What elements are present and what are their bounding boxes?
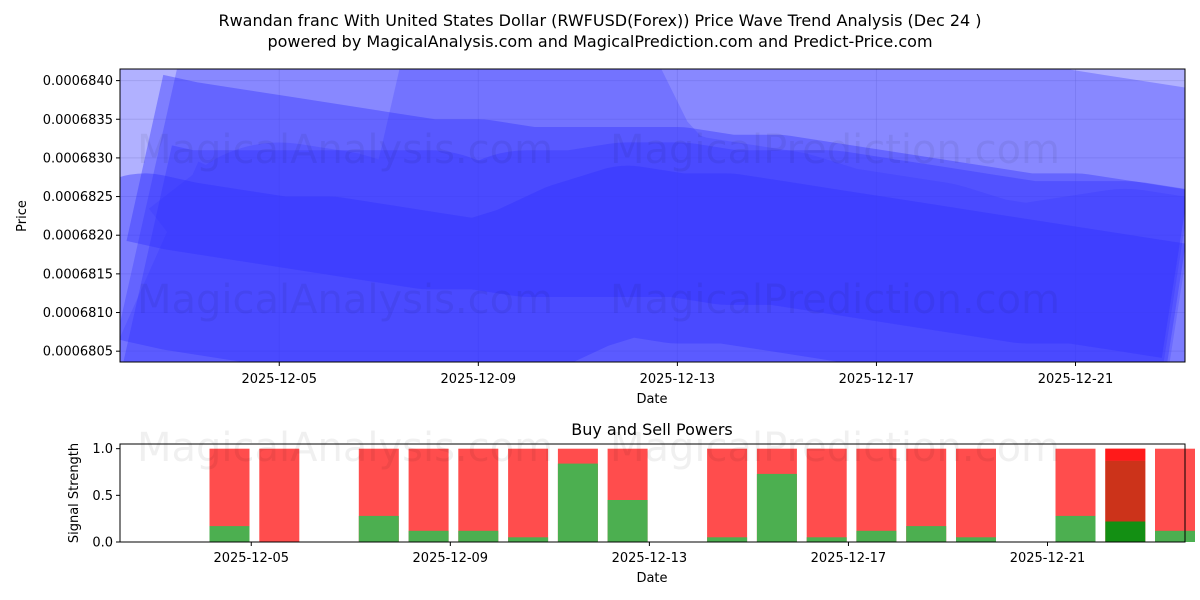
- signal-y-tick-label: 0.0: [92, 536, 113, 551]
- price-y-tick-label: 0.0006835: [43, 113, 113, 128]
- sell-power-bar: [408, 448, 449, 542]
- price-y-tick-label: 0.0006825: [43, 190, 113, 205]
- signal-y-tick-label: 0.5: [92, 489, 113, 504]
- price-wave-bands: [120, 69, 1185, 362]
- price-y-label: Price: [15, 200, 30, 232]
- watermark-analysis-top-lower: MagicalAnalysis.com: [137, 277, 553, 323]
- signal-x-tick-label: 2025-12-05: [213, 551, 289, 566]
- price-y-tick-label: 0.0006810: [43, 306, 113, 321]
- price-y-tick-label: 0.0006815: [43, 267, 113, 282]
- buy-power-bar: [607, 500, 648, 542]
- price-wave-band: [120, 69, 1185, 362]
- price-plot-frame: [119, 68, 1186, 363]
- price-wave-band: [120, 165, 1185, 362]
- signal-chart-title: Buy and Sell Powers: [571, 420, 733, 439]
- price-x-tick-label: 2025-12-13: [640, 372, 716, 387]
- signal-chart: Buy and Sell Powers MagicalAnalysis.com …: [67, 420, 1195, 586]
- watermark-prediction-top-lower: MagicalPrediction.com: [610, 277, 1060, 323]
- price-y-tick-label: 0.0006830: [43, 151, 113, 166]
- sell-power-bar: [856, 448, 897, 542]
- sell-power-bar: [508, 448, 549, 542]
- buy-power-bar: [1055, 515, 1096, 542]
- chart-title-line2: powered by MagicalAnalysis.com and Magic…: [267, 32, 932, 51]
- buy-power-bar: [358, 515, 399, 542]
- price-y-tick-label: 0.0006805: [43, 345, 113, 360]
- buy-power-bar: [408, 530, 449, 542]
- buy-power-bar: [209, 526, 250, 542]
- signal-y-label: Signal Strength: [67, 443, 82, 543]
- sell-power-bar: [707, 448, 748, 542]
- signal-x-tick-label: 2025-12-17: [811, 551, 887, 566]
- signal-bars: [209, 448, 1195, 542]
- signal-x-tick-label: 2025-12-21: [1010, 551, 1086, 566]
- buy-power-bar: [806, 537, 847, 542]
- buy-power-bar: [557, 463, 598, 542]
- signal-y-ticks: 0.0 0.5 1.0: [92, 442, 120, 551]
- buy-power-bar: [906, 526, 947, 542]
- signal-y-tick-label: 1.0: [92, 442, 113, 457]
- sell-power-bar: [956, 448, 996, 542]
- buy-power-bar: [856, 530, 897, 542]
- watermark-prediction-top: MagicalPrediction.com: [610, 127, 1060, 173]
- price-wave-band: [120, 69, 1185, 362]
- signal-x-label: Date: [636, 571, 667, 586]
- buy-power-bar: [756, 473, 797, 542]
- buy-power-bar: [956, 537, 996, 542]
- signal-x-ticks: 2025-12-05 2025-12-09 2025-12-13 2025-12-17…: [213, 542, 1085, 566]
- sell-power-bar: [1155, 448, 1195, 542]
- buy-power-bar: [1105, 521, 1146, 542]
- strong-sell-bar: [1105, 448, 1146, 461]
- price-y-ticks: 0.0006805 0.0006810 0.0006815 0.0006820 0.00…: [43, 74, 120, 360]
- price-x-label: Date: [636, 392, 667, 407]
- buy-power-bar: [1155, 530, 1195, 542]
- watermark-analysis-top: MagicalAnalysis.com: [137, 127, 553, 173]
- signal-x-tick-label: 2025-12-13: [612, 551, 688, 566]
- price-chart: MagicalAnalysis.com MagicalPrediction.co…: [15, 68, 1186, 407]
- watermark-prediction-bottom: MagicalPrediction.com: [610, 425, 1060, 471]
- buy-power-bar: [508, 537, 549, 542]
- price-x-tick-label: 2025-12-05: [241, 372, 317, 387]
- price-y-tick-label: 0.0006820: [43, 229, 113, 244]
- sell-power-bar: [806, 448, 847, 542]
- price-x-tick-label: 2025-12-09: [441, 372, 517, 387]
- price-wave-band: [120, 142, 1185, 362]
- price-x-ticks: 2025-12-05 2025-12-09 2025-12-13 2025-12-17…: [241, 362, 1113, 387]
- price-x-tick-label: 2025-12-17: [839, 372, 915, 387]
- price-wave-band: [120, 74, 1185, 358]
- sell-power-bar: [259, 448, 300, 542]
- buy-power-bar: [707, 537, 748, 542]
- sell-power-bar: [458, 448, 499, 542]
- overlap-bar: [1105, 460, 1146, 522]
- price-grid: [120, 69, 1185, 362]
- signal-x-tick-label: 2025-12-09: [413, 551, 489, 566]
- buy-power-bar: [458, 530, 499, 542]
- watermark-analysis-bottom: MagicalAnalysis.com: [137, 425, 553, 471]
- chart-title-line1: Rwandan franc With United States Dollar …: [218, 11, 981, 30]
- price-y-tick-label: 0.0006840: [43, 74, 113, 89]
- price-x-tick-label: 2025-12-21: [1038, 372, 1114, 387]
- price-wave-band: [120, 69, 1185, 362]
- signal-plot-frame: [119, 443, 1186, 543]
